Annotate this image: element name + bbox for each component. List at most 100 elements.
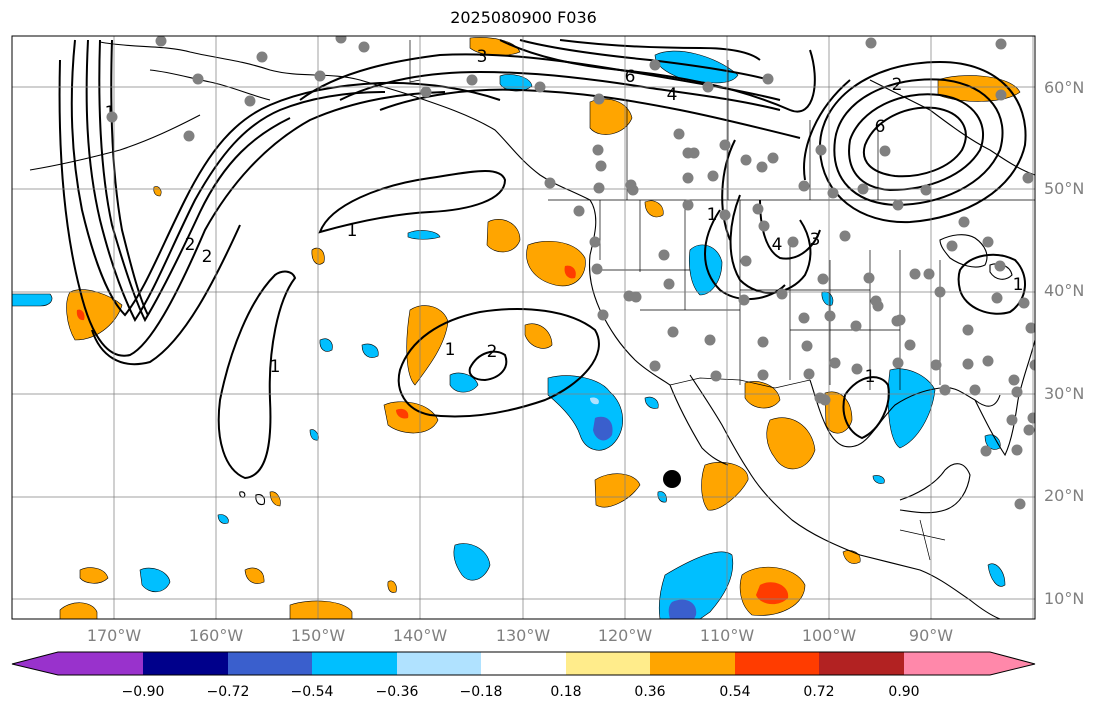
station-marker [710,370,722,382]
contour-lines [58,39,1027,480]
colorbar-label: 0.90 [888,684,920,700]
contour-label: 4 [772,235,783,255]
contour-label: 1 [865,367,876,387]
station-marker [1029,359,1035,371]
shade-red [76,309,85,321]
station-marker [702,81,714,93]
shade-orange [387,580,397,593]
highlight-marker [663,470,681,488]
station-marker [1023,424,1035,436]
contour-label: 2 [487,342,498,362]
station-marker [982,236,994,248]
station-marker [592,144,604,156]
station-marker [757,336,769,348]
map-frame [11,35,1036,620]
shade-blue [319,338,333,352]
shade-orange [766,417,816,470]
shade-blue [217,514,229,524]
station-marker [106,111,118,123]
station-marker [757,369,769,381]
station-marker [192,73,204,85]
station-marker [815,144,827,156]
station-marker [767,152,779,164]
station-marker [994,260,1006,272]
station-marker [183,130,195,142]
station-marker [946,240,958,252]
station-marker [1025,322,1035,334]
station-marker [589,236,601,248]
station-marker [573,205,585,217]
contour-label: 1 [1013,275,1024,295]
lon-label: 100°W [801,626,857,645]
station-marker [591,263,603,275]
station-marker [991,292,1003,304]
shade-orange [269,491,281,507]
lat-label: 10°N [1044,589,1085,608]
station-marker [1006,414,1018,426]
station-marker [892,199,904,211]
station-marker [850,320,862,332]
shade-blue [453,543,491,581]
contour-label: 3 [810,230,821,250]
station-marker [719,139,731,151]
shade-orange [594,473,641,508]
shade-orange [289,600,353,619]
station-marker [740,154,752,166]
station-marker [962,358,974,370]
station-marker [776,288,788,300]
shade-blue [361,343,379,358]
shade-red [564,265,576,279]
station-marker [787,236,799,248]
station-marker [682,199,694,211]
lon-label: 130°W [495,626,551,645]
station-markers [106,36,1035,510]
station-marker [879,145,891,157]
station-marker [863,272,875,284]
station-marker [857,183,869,195]
station-marker [663,278,675,290]
station-marker [623,290,635,302]
station-marker [738,294,750,306]
station-marker [597,309,609,321]
station-marker [762,73,774,85]
station-marker [244,95,256,107]
station-marker [803,368,815,380]
station-marker [1018,297,1030,309]
station-marker [827,187,839,199]
station-marker [909,268,921,280]
station-marker [756,161,768,173]
shade-orange [244,567,265,584]
shade-blue [987,563,1006,587]
station-marker [593,182,605,194]
station-marker [649,59,661,71]
lon-label: 140°W [392,626,448,645]
shade-blue [644,396,659,409]
lat-label: 50°N [1044,179,1085,198]
station-marker [982,355,994,367]
shade-dark-blue [593,416,613,441]
station-marker [667,326,679,338]
station-marker [719,209,731,221]
station-marker [962,324,974,336]
station-marker [839,230,851,242]
colorbar-label: −0.54 [290,684,334,700]
contour-label: 2 [892,75,903,95]
colorbar-label: −0.18 [459,684,503,700]
lon-label: 150°W [290,626,346,645]
lat-label: 20°N [1044,486,1085,505]
station-marker [798,180,810,192]
shade-red [396,408,409,419]
contour-label: 1 [347,221,358,241]
contour-label: 3 [477,47,488,67]
shade-orange [744,381,781,409]
station-marker [335,36,347,44]
station-marker [682,172,694,184]
lon-label: 120°W [597,626,653,645]
station-marker [1022,172,1034,184]
shade-blue [139,567,171,593]
station-marker [894,314,906,326]
shade-orange [79,567,109,584]
station-marker [358,41,370,53]
station-marker [939,384,951,396]
